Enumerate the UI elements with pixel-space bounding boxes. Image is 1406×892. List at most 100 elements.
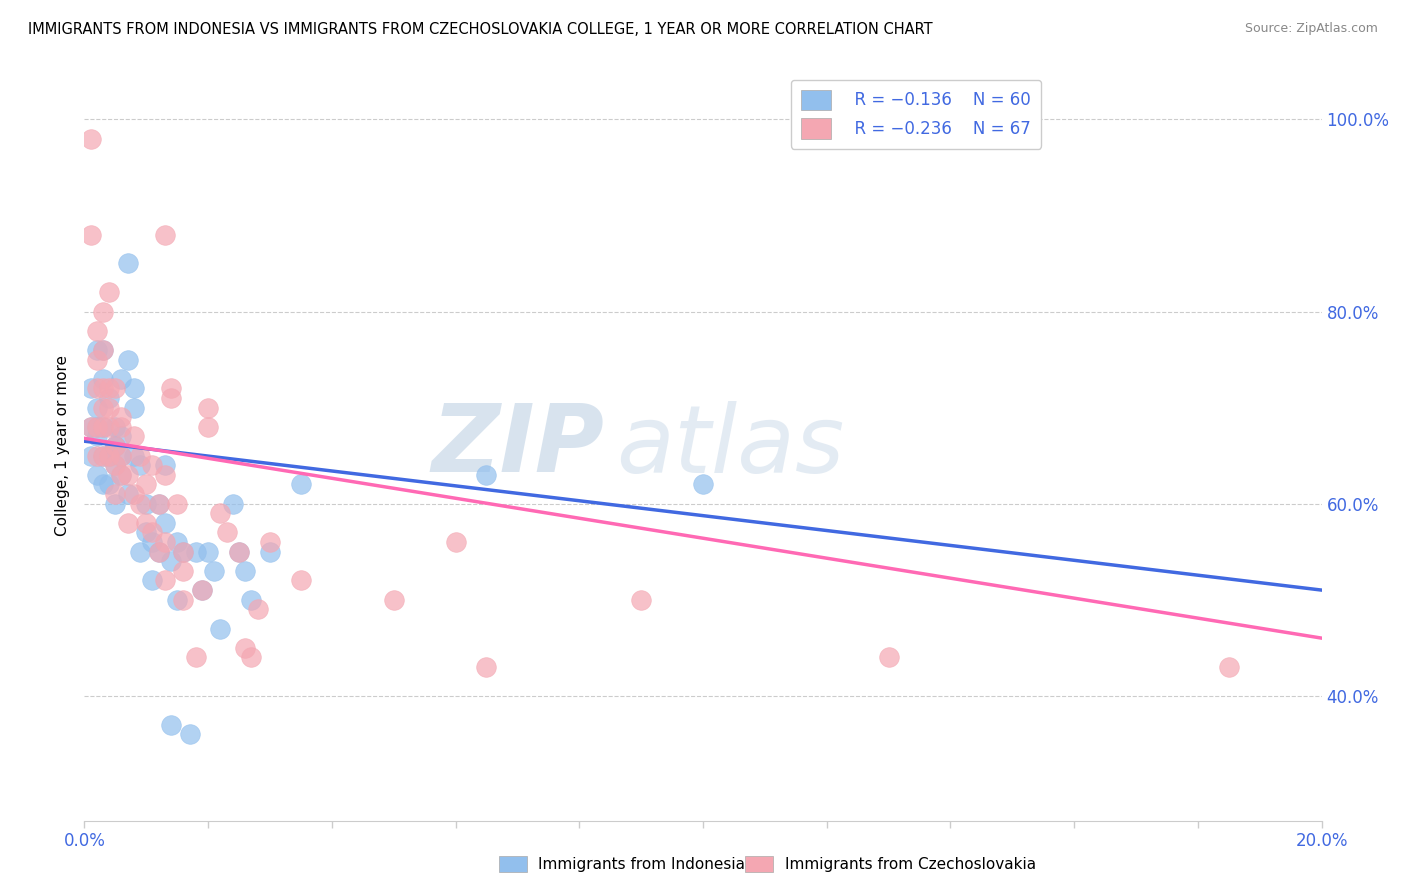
Point — [692, 477, 714, 491]
Point — [122, 429, 145, 443]
Point — [191, 583, 214, 598]
Point — [129, 497, 152, 511]
Point — [104, 381, 127, 395]
Point — [475, 660, 498, 674]
Point — [160, 391, 183, 405]
Point — [110, 410, 132, 425]
Point — [98, 401, 121, 415]
Point — [110, 449, 132, 463]
Point — [290, 477, 312, 491]
Point — [91, 343, 114, 357]
Point — [153, 535, 176, 549]
Point — [233, 640, 256, 655]
Point — [110, 467, 132, 482]
Text: Source: ZipAtlas.com: Source: ZipAtlas.com — [1244, 22, 1378, 36]
Point — [382, 592, 405, 607]
Point — [117, 516, 139, 530]
Point — [110, 449, 132, 463]
Point — [135, 477, 157, 491]
Point — [91, 343, 114, 357]
Point — [172, 564, 194, 578]
Point — [117, 352, 139, 367]
Point — [98, 285, 121, 300]
Point — [148, 544, 170, 558]
Point — [110, 429, 132, 443]
Point — [122, 487, 145, 501]
Point — [215, 525, 238, 540]
Point — [86, 429, 108, 443]
Point — [184, 544, 207, 558]
Y-axis label: College, 1 year or more: College, 1 year or more — [55, 356, 70, 536]
Point — [153, 574, 176, 588]
Point — [153, 227, 176, 242]
Point — [1218, 660, 1240, 674]
Point — [91, 372, 114, 386]
Point — [98, 477, 121, 491]
Point — [91, 401, 114, 415]
Text: Immigrants from Czechoslovakia: Immigrants from Czechoslovakia — [785, 857, 1036, 871]
Point — [79, 131, 101, 145]
Point — [86, 449, 108, 463]
Point — [91, 419, 114, 434]
Point — [141, 525, 163, 540]
Point — [86, 352, 108, 367]
Point — [104, 439, 127, 453]
Point — [117, 256, 139, 270]
Point — [153, 516, 176, 530]
Point — [117, 487, 139, 501]
Point — [104, 419, 127, 434]
Point — [91, 449, 114, 463]
Point — [86, 381, 108, 395]
Point — [259, 535, 281, 549]
Point — [202, 564, 225, 578]
Point — [122, 401, 145, 415]
Point — [91, 449, 114, 463]
Point — [240, 592, 263, 607]
Point — [98, 449, 121, 463]
Point — [630, 592, 652, 607]
Point — [122, 449, 145, 463]
Point — [135, 516, 157, 530]
Point — [233, 564, 256, 578]
Point — [160, 717, 183, 731]
Point — [79, 227, 101, 242]
Point — [86, 419, 108, 434]
Point — [141, 574, 163, 588]
Point — [172, 544, 194, 558]
Point — [475, 467, 498, 482]
Point — [166, 592, 188, 607]
Point — [153, 458, 176, 473]
Point — [122, 381, 145, 395]
Point — [86, 343, 108, 357]
Text: ZIP: ZIP — [432, 400, 605, 492]
Point — [98, 449, 121, 463]
Point — [148, 497, 170, 511]
Point — [110, 467, 132, 482]
Point — [129, 449, 152, 463]
Point — [160, 381, 183, 395]
Point — [209, 506, 232, 520]
Point — [141, 458, 163, 473]
Point — [290, 574, 312, 588]
Point — [86, 419, 108, 434]
Text: Immigrants from Indonesia: Immigrants from Indonesia — [538, 857, 745, 871]
Point — [153, 467, 176, 482]
Point — [129, 544, 152, 558]
Point — [148, 497, 170, 511]
Point — [104, 458, 127, 473]
Point — [259, 544, 281, 558]
Point — [197, 401, 219, 415]
Point — [160, 554, 183, 568]
Point — [98, 419, 121, 434]
Point — [184, 650, 207, 665]
Point — [166, 535, 188, 549]
Point — [141, 535, 163, 549]
Point — [148, 544, 170, 558]
Point — [197, 419, 219, 434]
Point — [104, 487, 127, 501]
Point — [240, 650, 263, 665]
Point — [222, 497, 245, 511]
Text: atlas: atlas — [616, 401, 845, 491]
Point — [79, 381, 101, 395]
Point — [228, 544, 250, 558]
